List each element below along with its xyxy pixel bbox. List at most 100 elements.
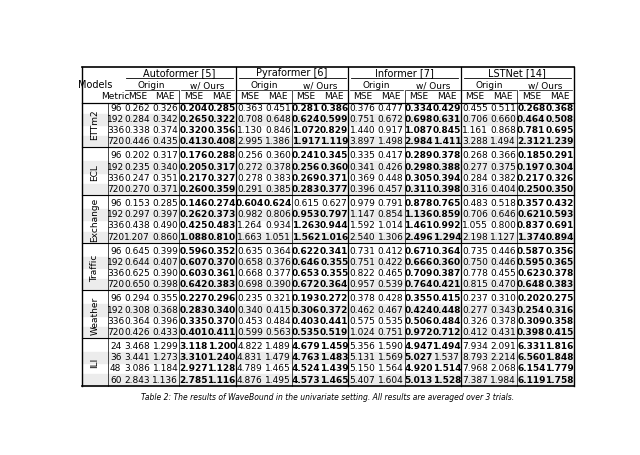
Text: 1.087: 1.087 <box>404 126 433 135</box>
Text: 7.387: 7.387 <box>462 375 488 384</box>
Text: 0.217: 0.217 <box>179 174 208 183</box>
Text: 0.539: 0.539 <box>378 280 403 289</box>
Text: 0.412: 0.412 <box>462 328 488 337</box>
Text: 0.268: 0.268 <box>517 104 545 113</box>
Text: w/ Ours: w/ Ours <box>528 81 563 90</box>
Text: 0.508: 0.508 <box>545 115 573 124</box>
Text: MAE: MAE <box>437 92 456 101</box>
Text: 0.356: 0.356 <box>545 247 573 256</box>
Text: 0.275: 0.275 <box>545 294 573 303</box>
Text: 0.361: 0.361 <box>207 269 236 278</box>
Text: w/ Ours: w/ Ours <box>191 81 225 90</box>
Text: 0.979: 0.979 <box>349 199 375 208</box>
Text: 0.285: 0.285 <box>152 199 179 208</box>
Text: 0.256: 0.256 <box>237 152 262 160</box>
Text: 0.868: 0.868 <box>490 126 516 135</box>
Text: 192: 192 <box>107 115 124 124</box>
Text: 1.200: 1.200 <box>207 342 236 351</box>
Text: 0.483: 0.483 <box>207 222 236 230</box>
Text: 0.467: 0.467 <box>378 305 403 314</box>
Text: 0.356: 0.356 <box>207 126 236 135</box>
Text: 0.448: 0.448 <box>378 174 403 183</box>
Text: 0.731: 0.731 <box>349 247 375 256</box>
Text: 1.147: 1.147 <box>349 210 375 219</box>
Text: 2.995: 2.995 <box>237 137 262 147</box>
Text: 1.127: 1.127 <box>490 233 516 242</box>
Text: 1.374: 1.374 <box>517 233 546 242</box>
Text: 0.470: 0.470 <box>490 280 516 289</box>
Text: MSE: MSE <box>409 92 428 101</box>
Text: 0.359: 0.359 <box>207 185 236 194</box>
Text: 192: 192 <box>107 305 124 314</box>
Text: 0.274: 0.274 <box>207 199 236 208</box>
Text: 0.599: 0.599 <box>237 328 263 337</box>
Text: 0.425: 0.425 <box>179 222 208 230</box>
Text: 0.653: 0.653 <box>292 269 320 278</box>
Text: 0.622: 0.622 <box>292 247 320 256</box>
Text: 0.706: 0.706 <box>462 115 488 124</box>
Text: 0.708: 0.708 <box>237 115 263 124</box>
Text: w/ Ours: w/ Ours <box>415 81 450 90</box>
Text: 0.351: 0.351 <box>152 174 179 183</box>
Text: 0.310: 0.310 <box>490 294 516 303</box>
Text: 0.934: 0.934 <box>265 222 291 230</box>
Text: 336: 336 <box>107 174 124 183</box>
Text: 0.483: 0.483 <box>462 199 488 208</box>
Text: 1.161: 1.161 <box>462 126 488 135</box>
Text: 0.269: 0.269 <box>292 174 320 183</box>
Text: 6.119: 6.119 <box>517 375 545 384</box>
Text: 0.383: 0.383 <box>545 280 573 289</box>
Text: 0.698: 0.698 <box>404 115 433 124</box>
Text: 6.331: 6.331 <box>517 342 545 351</box>
Text: 0.288: 0.288 <box>207 152 236 160</box>
Text: MAE: MAE <box>381 92 400 101</box>
Text: 0.308: 0.308 <box>124 305 150 314</box>
Text: 0.399: 0.399 <box>152 247 179 256</box>
Text: 1.016: 1.016 <box>320 233 348 242</box>
Text: Metric: Metric <box>102 92 130 101</box>
Text: 0.822: 0.822 <box>349 269 375 278</box>
Text: 2.984: 2.984 <box>404 137 433 147</box>
Text: 0.672: 0.672 <box>378 115 403 124</box>
Bar <box>83 136 573 147</box>
Text: 0.297: 0.297 <box>124 210 150 219</box>
Text: 0.202: 0.202 <box>517 294 545 303</box>
Text: 4.822: 4.822 <box>237 342 262 351</box>
Text: 0.396: 0.396 <box>152 317 179 326</box>
Text: 0.366: 0.366 <box>490 152 516 160</box>
Text: 0.595: 0.595 <box>517 258 545 267</box>
Text: 0.364: 0.364 <box>320 280 348 289</box>
Text: 4.947: 4.947 <box>404 342 433 351</box>
Text: 0.385: 0.385 <box>265 185 291 194</box>
Text: 0.426: 0.426 <box>378 162 403 172</box>
Text: 0.698: 0.698 <box>237 280 263 289</box>
Text: 0.372: 0.372 <box>320 305 348 314</box>
Text: 0.815: 0.815 <box>462 280 488 289</box>
Text: 0.278: 0.278 <box>237 174 262 183</box>
Text: Autoformer [5]: Autoformer [5] <box>143 68 216 78</box>
Text: 0.369: 0.369 <box>349 174 375 183</box>
Text: 0.587: 0.587 <box>517 247 545 256</box>
Text: 0.289: 0.289 <box>404 152 433 160</box>
Text: 720: 720 <box>107 137 124 147</box>
Text: MSE: MSE <box>127 92 147 101</box>
Text: 1.024: 1.024 <box>349 328 375 337</box>
Text: 5.407: 5.407 <box>349 375 375 384</box>
Text: 0.340: 0.340 <box>237 305 262 314</box>
Text: 0.408: 0.408 <box>207 137 236 147</box>
Text: 0.320: 0.320 <box>179 126 207 135</box>
Text: 0.631: 0.631 <box>433 115 461 124</box>
Text: 0.992: 0.992 <box>433 222 461 230</box>
Text: 0.465: 0.465 <box>378 269 403 278</box>
Text: 0.388: 0.388 <box>433 162 461 172</box>
Text: 0.446: 0.446 <box>490 247 516 256</box>
Text: 2.091: 2.091 <box>490 342 516 351</box>
Bar <box>83 209 573 220</box>
Text: MAE: MAE <box>324 92 344 101</box>
Text: 0.176: 0.176 <box>179 152 208 160</box>
Text: 0.272: 0.272 <box>237 162 262 172</box>
Text: 0.378: 0.378 <box>545 269 573 278</box>
Text: 6.154: 6.154 <box>517 364 545 374</box>
Text: 720: 720 <box>107 185 124 194</box>
Text: MSE: MSE <box>184 92 203 101</box>
